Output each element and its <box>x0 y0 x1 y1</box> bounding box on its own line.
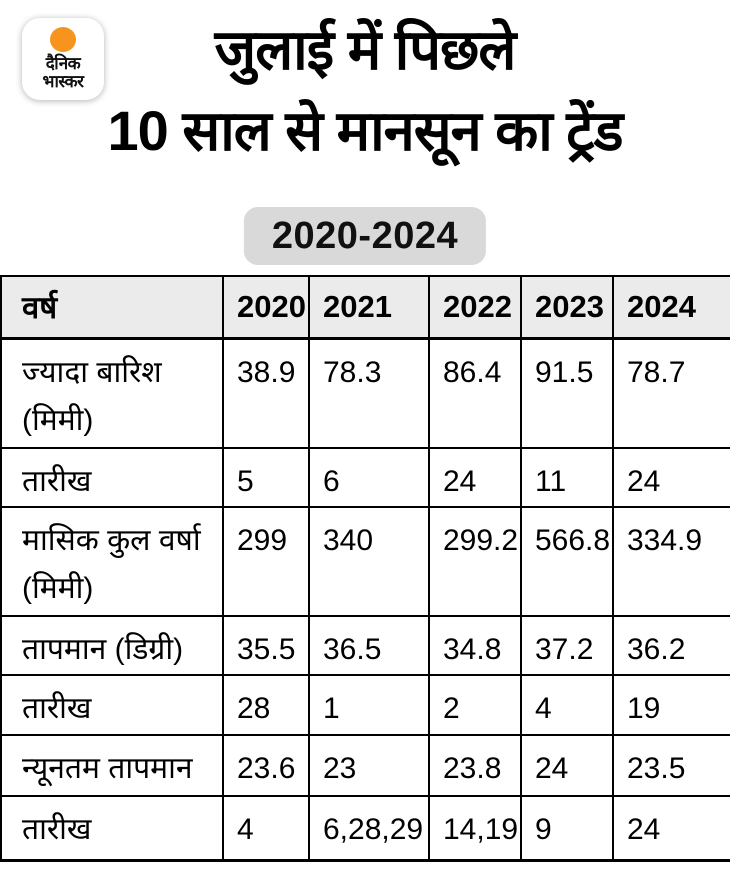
page-title-line1: जुलाई में पिछले <box>214 18 517 81</box>
table-cell: 78.3 <box>309 338 430 449</box>
table-cell: 5 <box>223 448 310 508</box>
table-cell: 35.5 <box>223 616 310 676</box>
table-cell: 340 <box>309 507 430 617</box>
table-row-monthly-total-rainfall: मासिक कुल वर्षा (मिमी) 299 340 299.2 566… <box>1 507 730 617</box>
table-cell: 4 <box>223 796 310 862</box>
col-header-2021: 2021 <box>309 276 430 340</box>
table-cell: 334.9 <box>613 507 730 617</box>
table-cell: 566.8 <box>521 507 614 617</box>
row-label: न्यूनतम तापमान <box>1 735 224 797</box>
table-cell: 24 <box>613 796 730 862</box>
col-header-2023: 2023 <box>521 276 614 340</box>
table-cell: 23.6 <box>223 735 310 797</box>
table-row-date: तारीख 4 6,28,29 14,19 9 24 <box>1 796 730 862</box>
table-cell: 9 <box>521 796 614 862</box>
sun-dot-icon <box>50 27 76 53</box>
col-header-2020: 2020 <box>223 276 310 340</box>
table-cell: 299.2 <box>429 507 522 617</box>
page-title: जुलाई में पिछले 10 साल से मानसून का ट्रे… <box>0 10 730 171</box>
col-header-2024: 2024 <box>613 276 730 340</box>
table-row-date: तारीख 28 1 2 4 19 <box>1 675 730 736</box>
table-row-temperature: तापमान (डिग्री) 35.5 36.5 34.8 37.2 36.2 <box>1 616 730 676</box>
table-cell: 2 <box>429 675 522 736</box>
table-cell: 6 <box>309 448 430 508</box>
table-row-min-temperature: न्यूनतम तापमान 23.6 23 23.8 24 23.5 <box>1 735 730 797</box>
period-badge: 2020-2024 <box>243 207 487 265</box>
col-header-year: वर्ष <box>1 276 224 340</box>
table-cell: 24 <box>521 735 614 797</box>
table-cell: 11 <box>521 448 614 508</box>
table-cell: 14,19 <box>429 796 522 862</box>
table-cell: 86.4 <box>429 338 522 449</box>
table-cell: 37.2 <box>521 616 614 676</box>
logo-text: दैनिक भास्कर <box>43 55 84 91</box>
table-cell: 23.8 <box>429 735 522 797</box>
logo-text-line2: भास्कर <box>42 72 84 91</box>
row-label: मासिक कुल वर्षा (मिमी) <box>1 507 224 617</box>
table-cell: 24 <box>613 448 730 508</box>
logo-text-line1: दैनिक <box>45 54 81 74</box>
col-header-2022: 2022 <box>429 276 522 340</box>
page-title-line2: 10 साल से मानसून का ट्रेंड <box>107 98 624 162</box>
table-cell: 34.8 <box>429 616 522 676</box>
table-cell: 4 <box>521 675 614 736</box>
row-label: ज्यादा बारिश (मिमी) <box>1 338 224 449</box>
table-cell: 299 <box>223 507 310 617</box>
table-cell: 91.5 <box>521 338 614 449</box>
table-header-row: वर्ष 2020 2021 2022 2023 2024 <box>1 276 730 340</box>
table-cell: 23.5 <box>613 735 730 797</box>
monsoon-data-table: वर्ष 2020 2021 2022 2023 2024 ज्यादा बार… <box>0 275 730 862</box>
table-cell: 36.2 <box>613 616 730 676</box>
row-label: तारीख <box>1 448 224 508</box>
table-cell: 28 <box>223 675 310 736</box>
table-cell: 38.9 <box>223 338 310 449</box>
table-cell: 24 <box>429 448 522 508</box>
row-label: तारीख <box>1 675 224 736</box>
table-cell: 78.7 <box>613 338 730 449</box>
dainik-bhaskar-logo: दैनिक भास्कर <box>22 18 104 100</box>
table-row-max-rainfall: ज्यादा बारिश (मिमी) 38.9 78.3 86.4 91.5 … <box>1 338 730 449</box>
table-cell: 23 <box>309 735 430 797</box>
row-label: तापमान (डिग्री) <box>1 616 224 676</box>
row-label: तारीख <box>1 796 224 862</box>
table-cell: 36.5 <box>309 616 430 676</box>
table-cell: 1 <box>309 675 430 736</box>
table-row-date: तारीख 5 6 24 11 24 <box>1 448 730 508</box>
table-cell: 19 <box>613 675 730 736</box>
table-cell: 6,28,29 <box>309 796 430 862</box>
